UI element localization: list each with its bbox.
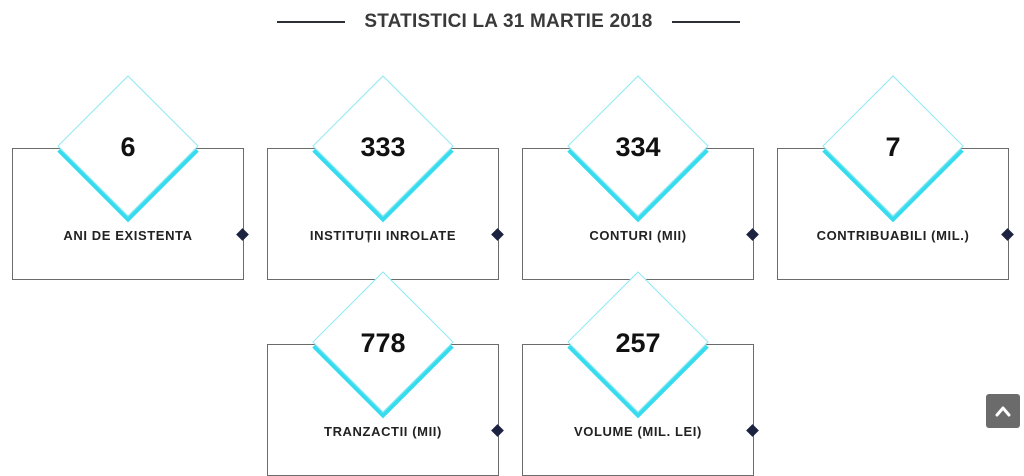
scroll-to-top-button[interactable]	[986, 394, 1020, 428]
stat-card-accounts: 334 CONTURI (MII)	[522, 75, 759, 280]
section-title: STATISTICI LA 31 MARTIE 2018	[364, 11, 653, 32]
stat-card-years: 6 ANI DE EXISTENTA	[12, 75, 249, 280]
stat-card-volume: 257 VOLUME (MIL. LEI)	[522, 271, 759, 476]
stat-value: 6	[120, 132, 136, 162]
section-header: STATISTICI LA 31 MARTIE 2018	[0, 0, 1024, 48]
stat-label: ANI DE EXISTENTA	[63, 228, 193, 243]
stat-value: 333	[360, 132, 406, 162]
chevron-up-icon	[995, 406, 1011, 417]
stat-card-taxpayers: 7 CONTRIBUABILI (MIL.)	[777, 75, 1014, 280]
stat-card-institutions: 333 INSTITUȚII INROLATE	[267, 75, 504, 280]
stat-label: TRANZACTII (MII)	[324, 424, 442, 439]
stat-label: CONTURI (MII)	[589, 228, 687, 243]
stat-value: 778	[360, 328, 406, 358]
stat-label: VOLUME (MIL. LEI)	[574, 424, 702, 439]
stat-value: 257	[615, 328, 661, 358]
stat-card-transactions: 778 TRANZACTII (MII)	[267, 271, 504, 476]
stat-label: CONTRIBUABILI (MIL.)	[816, 228, 970, 243]
stat-label: INSTITUȚII INROLATE	[309, 228, 457, 243]
title-divider-right	[672, 21, 740, 23]
stat-value: 7	[885, 132, 901, 162]
stat-value: 334	[615, 132, 661, 162]
title-divider-left	[277, 21, 345, 23]
